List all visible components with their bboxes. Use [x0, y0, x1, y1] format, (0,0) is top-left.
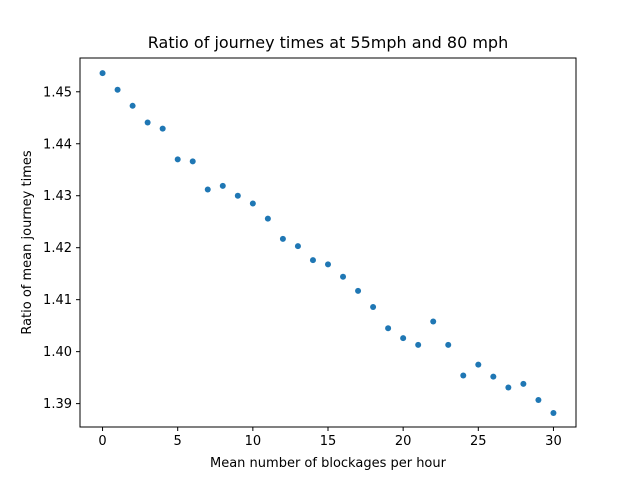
chart-title: Ratio of journey times at 55mph and 80 m… [148, 33, 508, 52]
data-point [294, 243, 301, 250]
data-point [144, 119, 151, 126]
data-point [400, 335, 407, 342]
data-point [309, 257, 316, 264]
data-point [535, 396, 542, 403]
data-point [325, 261, 331, 268]
data-point [264, 215, 271, 222]
data-point [370, 303, 377, 310]
data-points [99, 70, 557, 416]
data-point [490, 373, 497, 380]
data-point [279, 235, 286, 242]
data-point [505, 384, 512, 391]
plot-frame [79, 57, 577, 428]
data-point [340, 273, 347, 280]
y-tick-label: 1.44 [43, 137, 72, 152]
x-tick-label: 0 [98, 434, 106, 449]
data-point [460, 372, 467, 379]
data-point [114, 86, 121, 93]
data-point [204, 186, 211, 193]
x-tick-label: 30 [545, 434, 562, 449]
data-point [189, 158, 196, 165]
x-tick-label: 15 [320, 434, 337, 449]
data-point [520, 380, 527, 387]
data-point [355, 287, 362, 294]
data-point [174, 156, 181, 163]
data-point [249, 200, 256, 207]
data-point [415, 341, 422, 348]
y-tick-label: 1.43 [43, 189, 72, 204]
data-point [234, 192, 241, 199]
y-tick-label: 1.45 [43, 85, 72, 100]
data-point [99, 70, 106, 77]
x-axis-label: Mean number of blockages per hour [210, 456, 447, 471]
y-tick-label: 1.40 [43, 345, 72, 360]
data-point [385, 325, 392, 332]
x-tick-label: 5 [174, 434, 182, 449]
y-axis-label: Ratio of mean journey times [20, 150, 35, 335]
data-point [475, 361, 482, 368]
data-point [430, 318, 437, 325]
y-tick-label: 1.42 [43, 241, 72, 256]
data-point [159, 125, 166, 132]
data-point [445, 341, 452, 348]
y-axis-ticks: 1.39 1.40 1.41 1.42 1.43 1.44 1.45 [43, 85, 80, 412]
x-tick-label: 20 [395, 434, 412, 449]
x-axis-ticks: 0 5 10 15 20 25 30 [98, 427, 562, 449]
data-point [129, 102, 136, 109]
y-tick-label: 1.41 [43, 293, 72, 308]
x-tick-label: 10 [245, 434, 262, 449]
data-point [550, 409, 557, 416]
y-tick-label: 1.39 [43, 397, 72, 412]
data-point [219, 182, 226, 189]
x-tick-label: 25 [470, 434, 487, 449]
